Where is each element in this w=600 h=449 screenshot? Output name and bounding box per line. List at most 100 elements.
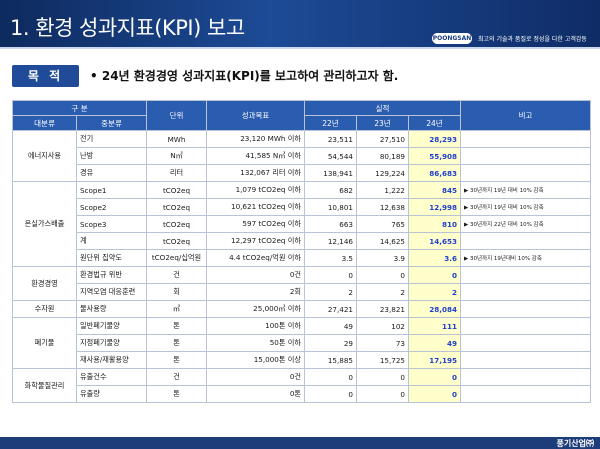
year-22-cell: 15,885 bbox=[304, 351, 357, 369]
note-cell bbox=[460, 232, 591, 250]
kpi-table-body: 에너지사용 전기 MWh 23,120 MWh 이하 23,511 27,510 28,29… bbox=[12, 130, 591, 403]
group-name: 온실가스배출 bbox=[12, 181, 77, 267]
header-sub-category: 중분류 bbox=[76, 115, 147, 131]
year-23-cell: 12,638 bbox=[356, 198, 409, 216]
page-title: 1. 환경 성과지표(KPI) 보고 bbox=[10, 16, 245, 40]
year-23-cell: 3.9 bbox=[356, 249, 409, 267]
unit-cell: tCO2eq bbox=[146, 215, 207, 233]
note-cell bbox=[460, 130, 591, 148]
note-cell: ▶ 30년까지 19년대비 10% 감축 bbox=[460, 249, 591, 267]
target-cell: 597 tCO2eq 이하 bbox=[206, 215, 305, 233]
year-22-cell: 663 bbox=[304, 215, 357, 233]
note-cell bbox=[460, 385, 591, 403]
note-cell bbox=[460, 368, 591, 386]
sub-category-cell: 일반폐기물양 bbox=[76, 317, 147, 335]
header-divider bbox=[0, 47, 600, 49]
year-24-cell: 0 bbox=[408, 385, 461, 403]
year-23-cell: 23,821 bbox=[356, 300, 409, 318]
year-22-cell: 12,146 bbox=[304, 232, 357, 250]
sub-category-cell: 환경법규 위반 bbox=[76, 266, 147, 284]
unit-cell: 건 bbox=[146, 368, 207, 386]
year-24-cell: 0 bbox=[408, 266, 461, 284]
target-cell: 4.4 tCO2eq/억원 이하 bbox=[206, 249, 305, 267]
year-22-cell: 682 bbox=[304, 181, 357, 199]
year-22-cell: 3.5 bbox=[304, 249, 357, 267]
year-24-cell: 2 bbox=[408, 283, 461, 301]
unit-cell: MWh bbox=[146, 130, 207, 148]
table-row: 지정폐기물양 톤 50톤 이하 29 73 49 bbox=[13, 334, 591, 352]
year-22-cell: 49 bbox=[304, 317, 357, 335]
year-23-cell: 27,510 bbox=[356, 130, 409, 148]
note-cell bbox=[460, 317, 591, 335]
year-22-cell: 0 bbox=[304, 266, 357, 284]
unit-cell: 건 bbox=[146, 266, 207, 284]
sub-category-cell: 경유 bbox=[76, 164, 147, 182]
year-22-cell: 0 bbox=[304, 368, 357, 386]
table-row: 수자원 물사용량 ㎥ 25,000㎥ 이하 27,421 23,821 28,084 bbox=[12, 300, 591, 318]
year-23-cell: 15,725 bbox=[356, 351, 409, 369]
note-cell bbox=[460, 147, 591, 165]
year-24-cell: 17,195 bbox=[408, 351, 461, 369]
header-note: 비고 bbox=[460, 100, 591, 131]
target-cell: 15,000톤 이상 bbox=[206, 351, 305, 369]
year-23-cell: 80,189 bbox=[356, 147, 409, 165]
year-24-cell: 28,084 bbox=[408, 300, 461, 318]
group-name: 에너지사용 bbox=[12, 130, 77, 182]
year-23-cell: 0 bbox=[356, 368, 409, 386]
note-cell bbox=[460, 334, 591, 352]
sub-category-cell: Scope3 bbox=[76, 215, 147, 233]
table-row: 온실가스배출 Scope1 tCO2eq 1,079 tCO2eq 이하 682 1,22… bbox=[12, 181, 591, 267]
header-category: 구 분 bbox=[12, 100, 147, 116]
year-23-cell: 765 bbox=[356, 215, 409, 233]
unit-cell: 회 bbox=[146, 283, 207, 301]
note-cell: ▶ 30년까지 22년 대비 10% 감축 bbox=[460, 215, 591, 233]
group-name: 폐기물 bbox=[12, 317, 77, 369]
target-cell: 41,585 N㎥ 이하 bbox=[206, 147, 305, 165]
unit-cell: tCO2eq bbox=[146, 232, 207, 250]
group-name: 수자원 bbox=[12, 300, 77, 318]
sub-category-cell: 난방 bbox=[76, 147, 147, 165]
year-23-cell: 129,224 bbox=[356, 164, 409, 182]
unit-cell: 톤 bbox=[146, 334, 207, 352]
unit-cell: 톤 bbox=[146, 351, 207, 369]
header-banner bbox=[0, 0, 600, 48]
target-cell: 0건 bbox=[206, 266, 305, 284]
year-22-cell: 0 bbox=[304, 385, 357, 403]
note-cell bbox=[460, 266, 591, 284]
note-cell bbox=[460, 283, 591, 301]
unit-cell: 톤 bbox=[146, 317, 207, 335]
sub-category-cell: 전기 bbox=[76, 130, 147, 148]
header-main-category: 대분류 bbox=[12, 115, 77, 131]
year-23-cell: 0 bbox=[356, 266, 409, 284]
table-row: 유출량 톤 0톤 0 0 0 bbox=[13, 385, 591, 403]
header-year-24: 24년 bbox=[408, 115, 461, 131]
note-cell: ▶ 30년까지 19년 대비 10% 감축 bbox=[460, 181, 591, 199]
year-23-cell: 2 bbox=[356, 283, 409, 301]
target-cell: 2회 bbox=[206, 283, 305, 301]
sub-category-cell: Scope1 bbox=[76, 181, 147, 199]
unit-cell: 톤 bbox=[146, 385, 207, 403]
target-cell: 1,079 tCO2eq 이하 bbox=[206, 181, 305, 199]
sub-category-cell: 유출건수 bbox=[76, 368, 147, 386]
year-22-cell: 138,941 bbox=[304, 164, 357, 182]
note-cell bbox=[460, 164, 591, 182]
group-name: 환경경영 bbox=[12, 266, 77, 301]
year-23-cell: 1,222 bbox=[356, 181, 409, 199]
header-year-22: 22년 bbox=[304, 115, 357, 131]
year-23-cell: 73 bbox=[356, 334, 409, 352]
target-cell: 12,297 tCO2eq 이하 bbox=[206, 232, 305, 250]
purpose-text: • 24년 환경경영 성과지표(KPI)를 보고하여 관리하고자 함. bbox=[90, 69, 399, 83]
year-22-cell: 23,511 bbox=[304, 130, 357, 148]
table-row: 난방 N㎥ 41,585 N㎥ 이하 54,544 80,189 55,908 bbox=[13, 147, 591, 165]
year-22-cell: 27,421 bbox=[304, 300, 357, 318]
slogan: 최고의 기술과 품질로 정성을 다한 고객감동 bbox=[478, 36, 587, 43]
year-23-cell: 102 bbox=[356, 317, 409, 335]
year-24-cell: 810 bbox=[408, 215, 461, 233]
table-row: 원단위 집약도 tCO2eq/십억원 4.4 tCO2eq/억원 이하 3.5 3.9 3… bbox=[13, 249, 591, 267]
unit-cell: tCO2eq bbox=[146, 181, 207, 199]
table-row: 에너지사용 전기 MWh 23,120 MWh 이하 23,511 27,510 28,29… bbox=[12, 130, 591, 182]
year-24-cell: 845 bbox=[408, 181, 461, 199]
year-22-cell: 2 bbox=[304, 283, 357, 301]
target-cell: 10,621 tCO2eq 이하 bbox=[206, 198, 305, 216]
year-22-cell: 29 bbox=[304, 334, 357, 352]
